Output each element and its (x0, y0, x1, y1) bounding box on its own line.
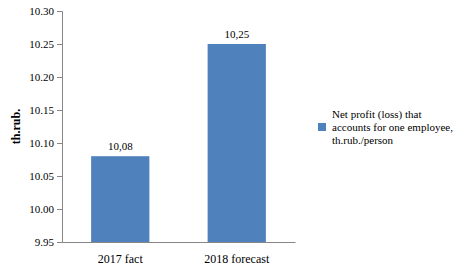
bar (208, 44, 266, 242)
x-axis: 2017 fact 2018 forecast (63, 242, 296, 266)
y-tick-label: 10.00 (29, 203, 54, 215)
y-tick-mark (57, 110, 62, 111)
x-axis-line (63, 242, 296, 243)
y-tick: 10.25 (29, 38, 62, 50)
y-tick-label: 10.15 (29, 104, 54, 116)
y-tick: 10.15 (29, 104, 62, 116)
x-tick: 2018 forecast (204, 242, 270, 266)
y-tick-label: 9.95 (35, 236, 55, 248)
y-tick-label: 10.25 (29, 38, 54, 50)
x-tick-label: 2018 forecast (204, 252, 270, 266)
y-tick: 9.95 (35, 236, 62, 248)
y-tick-mark (57, 209, 62, 210)
y-tick: 10.05 (29, 170, 62, 182)
y-axis-title: th.rub. (9, 109, 23, 144)
y-tick-mark (57, 11, 62, 12)
chart: 10,08 10,25 9.95 10.00 10.05 10.10 10.15 10.20 1… (0, 0, 464, 277)
bars (91, 44, 266, 242)
y-axis: 9.95 10.00 10.05 10.10 10.15 10.20 10.25 10.30 (29, 5, 62, 248)
y-tick-mark (57, 77, 62, 78)
y-tick-mark (57, 176, 62, 177)
y-tick-mark (57, 143, 62, 144)
y-tick-label: 10.10 (29, 137, 54, 149)
y-tick-label: 10.30 (29, 5, 54, 17)
y-tick-mark (57, 242, 62, 243)
legend: Net profit (loss) thataccounts for one e… (318, 108, 453, 146)
y-tick-label: 10.05 (29, 170, 54, 182)
y-tick-label: 10.20 (29, 71, 54, 83)
data-labels: 10,08 10,25 (108, 28, 250, 152)
y-axis-line (57, 12, 63, 243)
legend-swatch (318, 123, 326, 131)
data-label: 10,08 (108, 140, 133, 152)
x-tick: 2017 fact (98, 242, 144, 266)
y-tick-mark (57, 44, 62, 45)
y-tick: 10.20 (29, 71, 62, 83)
plot: 10,08 10,25 9.95 10.00 10.05 10.10 10.15 10.20 1… (29, 5, 295, 266)
data-label: 10,25 (224, 28, 249, 40)
bar (91, 156, 149, 242)
y-tick: 10.30 (29, 5, 62, 17)
x-tick-label: 2017 fact (98, 252, 144, 266)
y-tick: 10.10 (29, 137, 62, 149)
legend-label: Net profit (loss) thataccounts for one e… (332, 108, 453, 146)
y-tick: 10.00 (29, 203, 62, 215)
